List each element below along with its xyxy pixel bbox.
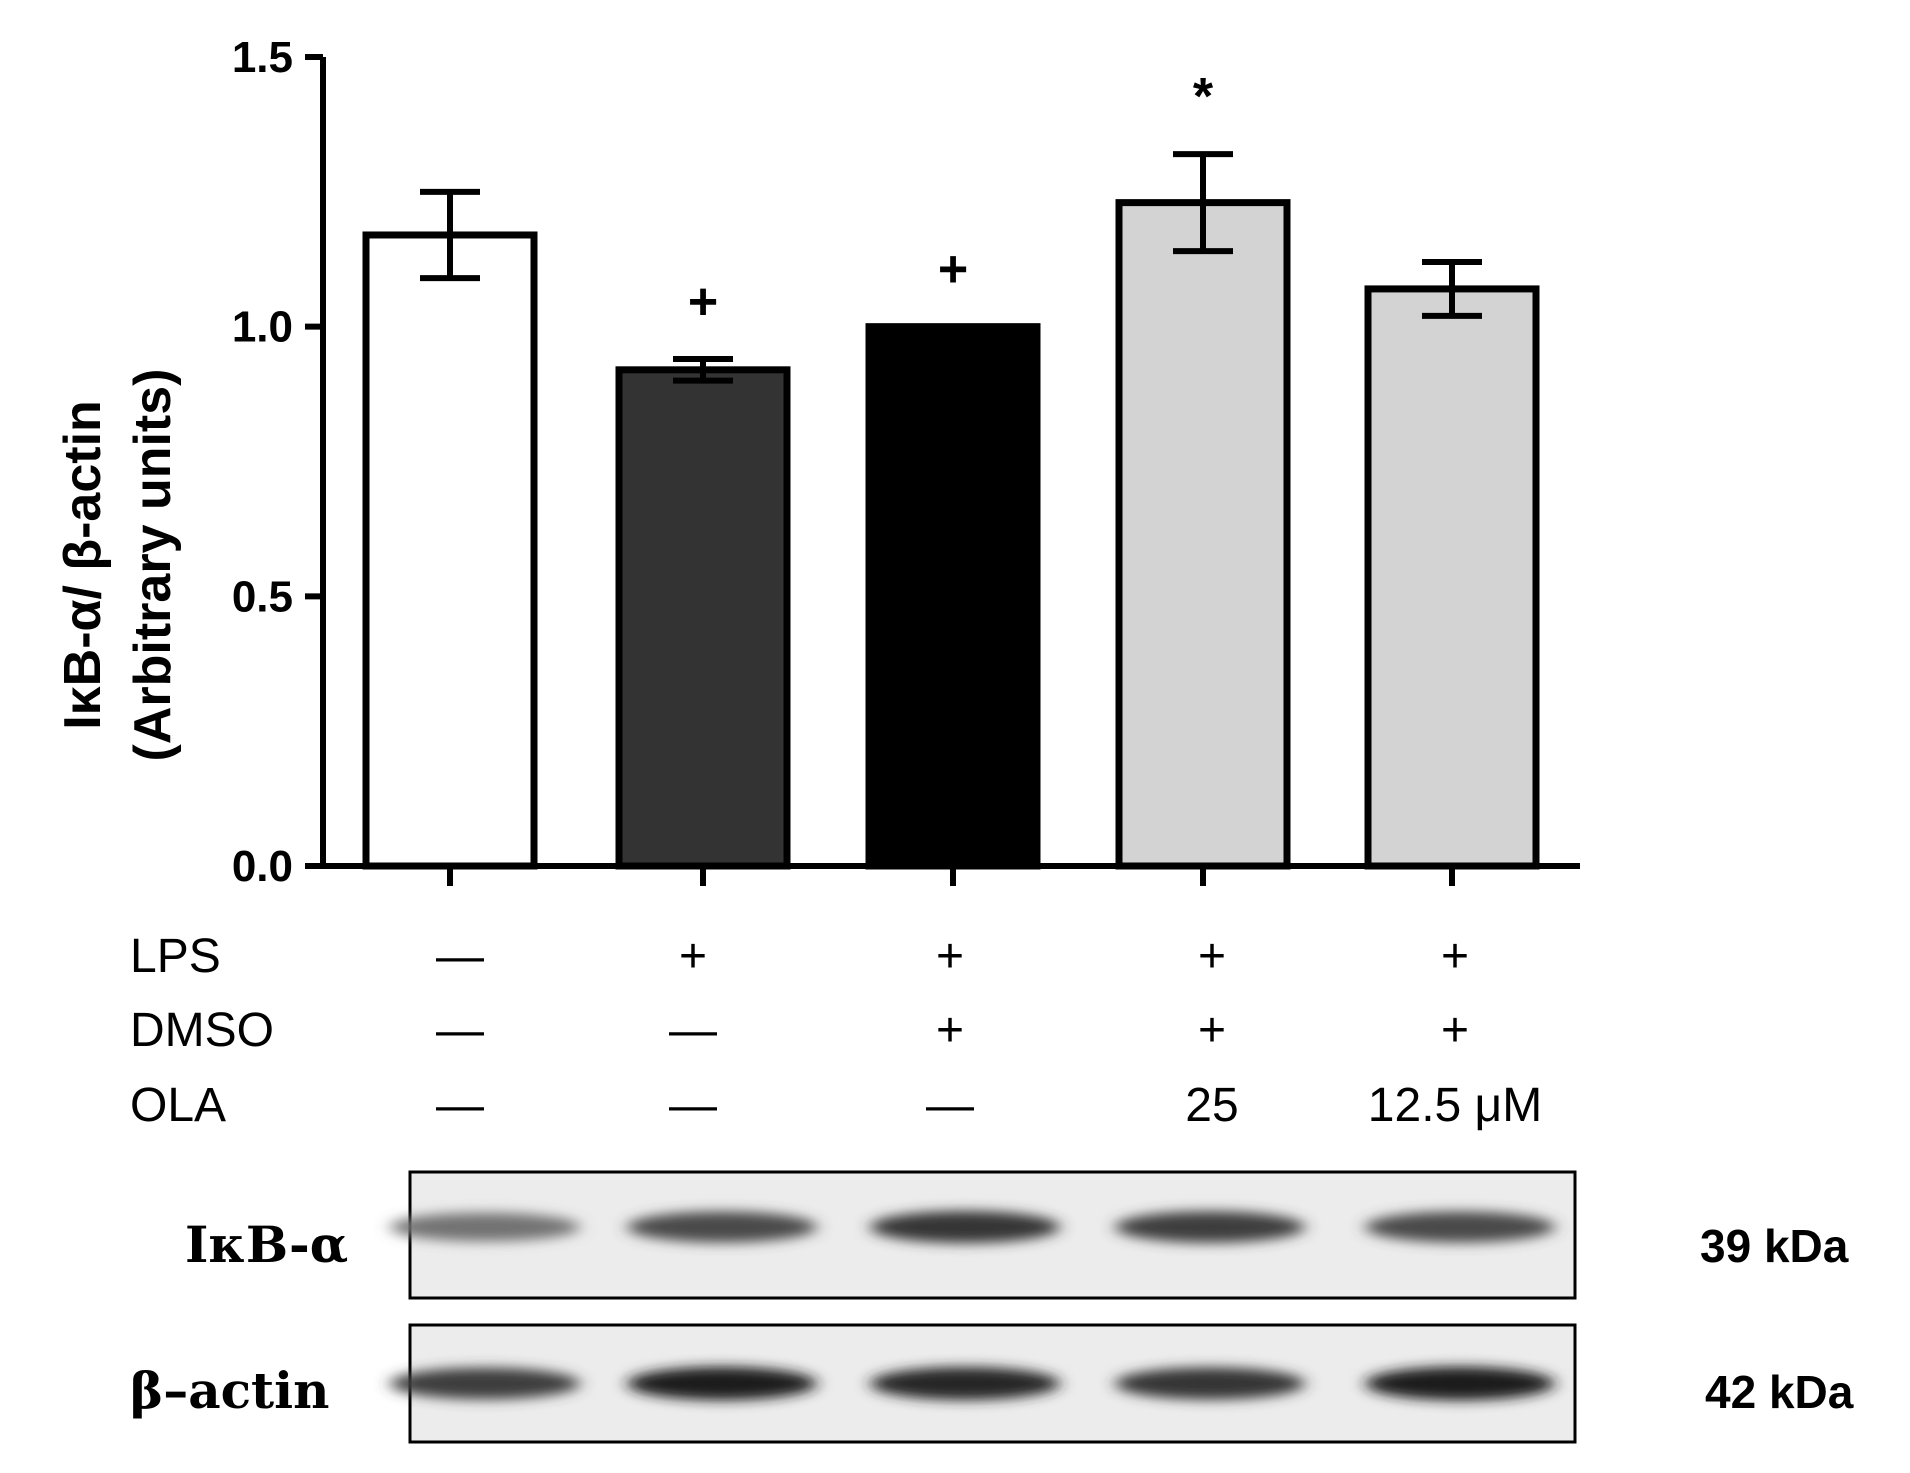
condition-table: LPS DMSO OLA — + + + + — — + + + — — — 25 12.5 μM [130, 930, 1542, 1132]
condition-value: — [669, 1079, 717, 1132]
condition-value: 25 [1185, 1079, 1238, 1132]
condition-value: + [1441, 930, 1469, 983]
blot-band [390, 1212, 580, 1242]
y-ticks: 0.0 0.5 1.0 1.5 [232, 33, 323, 891]
blot-band [1365, 1366, 1555, 1401]
y-tick-label: 0.0 [232, 842, 293, 891]
blot-band [870, 1210, 1060, 1244]
blot-bands-ikb [390, 1210, 1555, 1244]
blot-panel-actin: β–actin 42 kDa [130, 1323, 1854, 1444]
y-axis-title-line2: (Arbitrary units) [124, 369, 182, 762]
bar [1115, 199, 1291, 870]
condition-label-lps: LPS [130, 930, 221, 983]
error-bars [420, 151, 1482, 384]
condition-values: — + + + + — — + + + — — — 25 12.5 μM [436, 930, 1542, 1132]
condition-value: + [1198, 930, 1226, 983]
blot-band [627, 1366, 817, 1401]
blot-panel-ikb: IκB-α 39 kDa [185, 1170, 1849, 1300]
significance-marker: + [688, 273, 718, 331]
blot-bands-actin [390, 1366, 1555, 1401]
blot-band [870, 1366, 1060, 1401]
condition-value: + [1198, 1004, 1226, 1057]
blot-size-ikb: 39 kDa [1700, 1220, 1849, 1272]
significance-marker: * [1193, 68, 1214, 126]
y-tick-label: 1.0 [232, 303, 293, 352]
blot-band [1365, 1211, 1555, 1243]
significance-marker: + [938, 241, 968, 299]
condition-label-ola: OLA [130, 1079, 226, 1132]
condition-value: + [1441, 1004, 1469, 1057]
condition-value: + [936, 930, 964, 983]
bar [1364, 285, 1540, 870]
blot-band [390, 1367, 580, 1400]
condition-value: — [436, 1004, 484, 1057]
y-axis-title-line1: IκB-α/ β-actin [54, 400, 112, 730]
bar [865, 323, 1041, 870]
y-axis-title: IκB-α/ β-actin (Arbitrary units) [54, 369, 182, 762]
bar [362, 231, 538, 870]
condition-value: 12.5 μM [1368, 1079, 1542, 1132]
blot-label-actin: β–actin [130, 1361, 330, 1420]
y-tick-label: 0.5 [232, 572, 293, 621]
significance-markers: + + * [688, 68, 1214, 331]
condition-value: + [936, 1004, 964, 1057]
blot-band [1115, 1367, 1305, 1400]
blot-band [1115, 1211, 1305, 1243]
condition-value: — [669, 1004, 717, 1057]
condition-value: — [436, 1079, 484, 1132]
y-tick-label: 1.5 [232, 33, 293, 82]
bars [362, 199, 1540, 870]
condition-value: — [436, 930, 484, 983]
condition-label-dmso: DMSO [130, 1004, 274, 1057]
blot-label-ikb: IκB-α [185, 1215, 348, 1274]
condition-value: + [679, 930, 707, 983]
blot-band [627, 1211, 817, 1243]
condition-value: — [926, 1079, 974, 1132]
bar [615, 366, 791, 870]
blot-size-actin: 42 kDa [1705, 1366, 1854, 1418]
